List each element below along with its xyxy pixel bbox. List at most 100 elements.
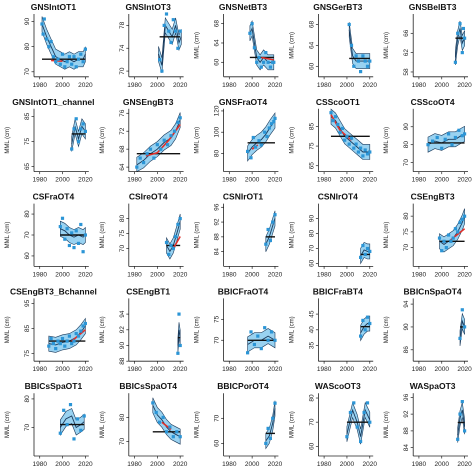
y-axis-label: MML (cm): [195, 32, 201, 59]
data-point: [76, 334, 81, 338]
data-point: [458, 22, 462, 26]
data-point: [271, 220, 275, 224]
x-tick-label: 2000: [245, 271, 260, 278]
y-tick-label: 70: [214, 414, 221, 422]
data-point: [363, 328, 367, 332]
data-point: [176, 46, 180, 50]
x-tick-label: 2020: [78, 82, 93, 89]
data-point: [451, 236, 455, 240]
panel-title: BBICsSpaOT1: [25, 381, 83, 391]
data-point: [72, 339, 76, 343]
data-point: [169, 40, 173, 45]
data-point: [159, 147, 163, 151]
data-point: [76, 139, 81, 144]
panel-title: CSEngBT3: [411, 192, 455, 202]
x-tick-label: 2000: [150, 82, 165, 89]
x-tick-label: 2020: [173, 177, 188, 184]
y-tick-label: 95: [24, 299, 31, 307]
y-tick-label: 92: [403, 410, 410, 418]
x-tick-label: 2000: [55, 461, 70, 468]
data-point: [49, 40, 53, 44]
data-point: [158, 420, 162, 424]
data-point: [268, 238, 272, 243]
data-point: [72, 127, 76, 131]
data-point: [76, 57, 81, 61]
data-point: [167, 252, 171, 256]
data-point: [60, 216, 65, 220]
x-tick-label: 1980: [222, 461, 237, 468]
data-point: [74, 65, 78, 69]
y-tick-label: 86: [403, 346, 410, 354]
data-point: [41, 32, 45, 36]
data-point: [347, 142, 351, 146]
data-point: [83, 233, 87, 237]
y-axis-label: MML (cm): [384, 222, 390, 249]
data-point: [463, 429, 467, 433]
data-point: [169, 243, 173, 248]
x-tick-label: 2000: [435, 177, 450, 184]
x-tick-label: 2000: [340, 271, 355, 278]
x-tick-label: 2020: [268, 271, 283, 278]
data-point: [336, 122, 340, 127]
data-point: [162, 23, 166, 27]
data-point: [259, 143, 263, 147]
data-point: [257, 55, 261, 60]
panel-20: BBICsSpaOT1 MML (cm) 70 80 1980 2000 2020: [5, 381, 93, 468]
data-point: [74, 229, 78, 233]
data-point: [171, 18, 175, 22]
y-tick-label: 74: [119, 44, 126, 52]
data-point: [265, 134, 269, 139]
data-point: [40, 22, 44, 26]
y-tick-label: 75: [24, 350, 31, 358]
panel-title: BBICFraBT4: [313, 286, 363, 296]
smoothed-line: [459, 319, 466, 339]
y-tick-label: 64: [214, 39, 221, 47]
data-point: [449, 239, 453, 243]
x-tick-label: 2020: [363, 177, 378, 184]
data-point: [174, 234, 178, 239]
data-point: [368, 321, 372, 326]
y-tick-label: 85: [24, 112, 31, 120]
confidence-band: [265, 400, 276, 450]
confidence-band: [348, 22, 371, 69]
panel-title: GNSIntOT3: [126, 2, 172, 12]
y-axis-label: MML (cm): [5, 316, 11, 343]
data-point: [456, 31, 460, 35]
y-axis-label: MML (cm): [289, 222, 295, 249]
data-point: [51, 342, 55, 346]
data-point: [354, 142, 358, 146]
x-tick-label: 2020: [363, 366, 378, 373]
y-tick-label: 80: [308, 394, 315, 402]
x-tick-label: 1980: [127, 177, 142, 184]
panel-title: CSScoOT1: [316, 97, 360, 107]
y-axis-label: MML (cm): [384, 32, 390, 59]
panel-16: CSEngBT1 MML (cm) 88 90 92 94 1980 2000 2020: [100, 286, 188, 373]
y-tick-label: 60: [24, 252, 31, 260]
y-tick-label: 75: [214, 315, 221, 323]
data-point: [177, 312, 181, 316]
data-point: [164, 12, 169, 16]
y-tick-label: 62: [403, 49, 410, 57]
data-point: [461, 26, 465, 31]
y-tick-label: 90: [308, 215, 315, 223]
data-point: [148, 147, 153, 151]
data-point: [164, 430, 169, 434]
y-tick-label: 60: [214, 439, 221, 447]
x-tick-label: 2020: [457, 82, 472, 89]
y-axis-label: MML (cm): [289, 316, 295, 343]
y-axis-label: MML (cm): [195, 127, 201, 154]
data-point: [453, 60, 457, 64]
panel-3: GNSGerBT3 MML (cm) 60 64 68 1980 2000 2020: [289, 2, 377, 89]
data-point: [273, 213, 277, 217]
x-tick-label: 2000: [435, 461, 450, 468]
data-point: [176, 351, 180, 355]
y-tick-label: 76: [119, 109, 126, 117]
data-point: [273, 401, 277, 405]
data-point: [443, 137, 447, 141]
x-tick-label: 2020: [268, 366, 283, 373]
data-point: [361, 54, 365, 58]
data-point: [168, 425, 172, 429]
data-point: [264, 441, 268, 445]
data-point: [56, 57, 60, 61]
panel-6: GNSEngBT3 MML (cm) 64 68 72 76 1980 2000 2020: [100, 97, 188, 184]
